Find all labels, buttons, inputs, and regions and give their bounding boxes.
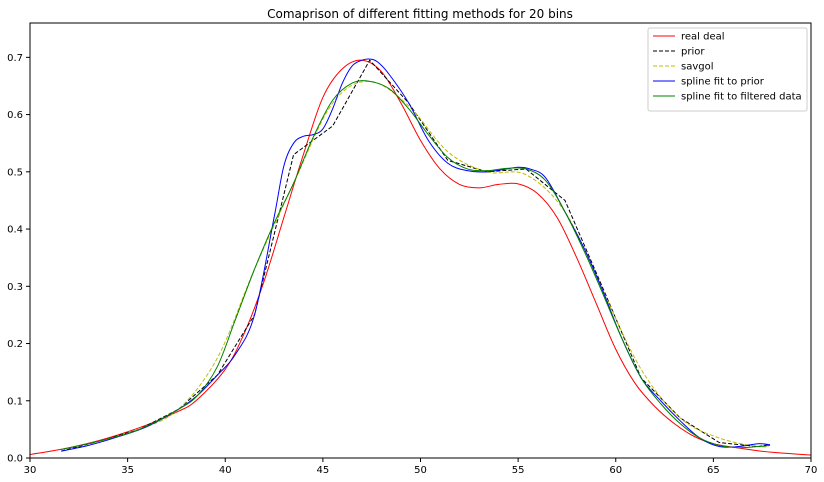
series-line-real-deal xyxy=(30,59,811,456)
x-tick-label: 30 xyxy=(24,465,37,476)
legend-label: real deal xyxy=(681,32,725,43)
legend-label: spline fit to filtered data xyxy=(681,92,802,103)
x-tick-label: 40 xyxy=(219,465,232,476)
legend-box xyxy=(647,27,808,112)
legend-label: prior xyxy=(681,47,705,58)
legend: real deal prior savgol spline fit to prior s… xyxy=(647,27,808,112)
y-tick-label: 0.2 xyxy=(7,339,23,350)
y-tick-label: 0.3 xyxy=(7,282,23,293)
y-tick-label: 0.4 xyxy=(7,225,23,236)
series-line-savgol xyxy=(61,80,771,450)
x-tick-label: 60 xyxy=(609,465,622,476)
x-tick-label: 70 xyxy=(805,465,818,476)
series-layer xyxy=(30,58,811,456)
y-tick-label: 0.7 xyxy=(7,53,23,64)
x-tick-label: 35 xyxy=(121,465,134,476)
y-tick-label: 0.0 xyxy=(7,454,23,465)
y-tick-label: 0.1 xyxy=(7,396,23,407)
x-tick-label: 45 xyxy=(317,465,330,476)
y-tick-label: 0.5 xyxy=(7,167,23,178)
chart-title: Comaprison of different fitting methods … xyxy=(267,7,573,21)
x-axis: 30 35 40 45 50 55 60 65 70 xyxy=(24,458,818,476)
x-tick-label: 55 xyxy=(512,465,525,476)
x-tick-label: 65 xyxy=(707,465,720,476)
series-line-spline-fit-to-filtered-data xyxy=(61,80,771,450)
y-tick-label: 0.6 xyxy=(7,110,23,121)
legend-label: spline fit to prior xyxy=(681,77,765,88)
x-tick-label: 50 xyxy=(414,465,427,476)
y-axis: 0.0 0.1 0.2 0.3 0.4 0.5 0.6 0.7 xyxy=(7,53,30,465)
legend-label: savgol xyxy=(681,62,714,73)
